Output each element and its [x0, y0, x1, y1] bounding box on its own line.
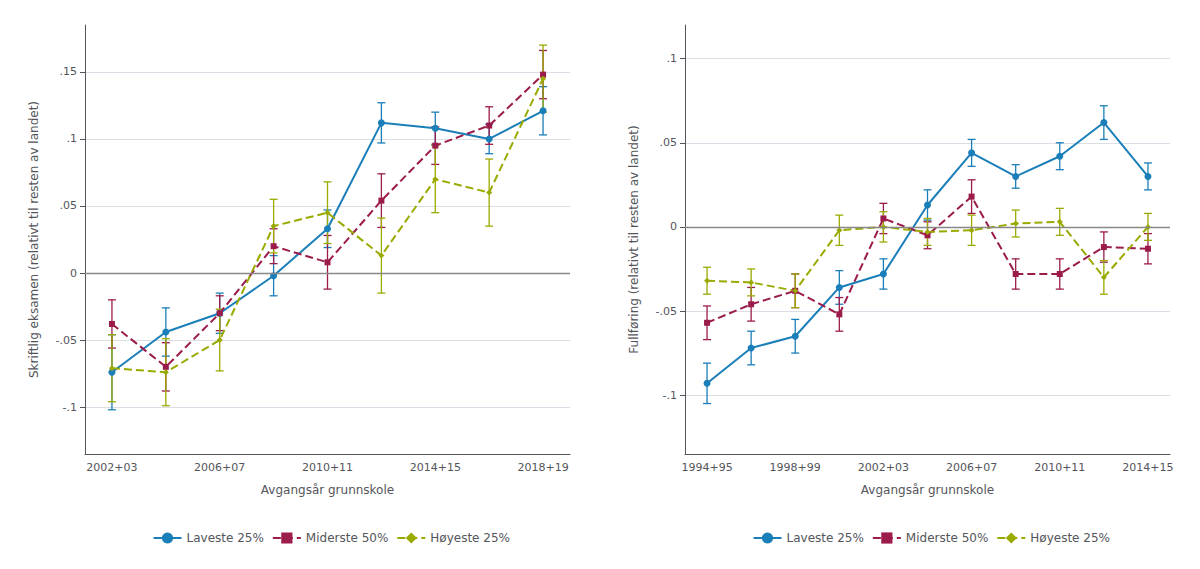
svg-text:Avgangsår grunnskole: Avgangsår grunnskole — [861, 483, 994, 497]
svg-text:Høyeste 25%: Høyeste 25% — [430, 531, 510, 545]
svg-text:Skriftlig eksamen (relativt ti: Skriftlig eksamen (relativt til resten a… — [27, 101, 41, 378]
svg-text:Miderste 50%: Miderste 50% — [306, 531, 388, 545]
svg-text:Fullføring (relativt til reste: Fullføring (relativt til resten av lande… — [627, 125, 641, 353]
svg-text:2010+11: 2010+11 — [1034, 461, 1085, 474]
svg-text:Laveste 25%: Laveste 25% — [187, 531, 264, 545]
svg-text:.1: .1 — [667, 52, 678, 65]
svg-text:2014+15: 2014+15 — [410, 461, 461, 474]
svg-text:-.1: -.1 — [63, 401, 77, 414]
svg-text:2014+15: 2014+15 — [1122, 461, 1173, 474]
svg-text:Laveste 25%: Laveste 25% — [787, 531, 864, 545]
svg-text:0: 0 — [670, 220, 677, 233]
svg-text:2006+07: 2006+07 — [194, 461, 245, 474]
svg-text:1994+95: 1994+95 — [681, 461, 732, 474]
svg-text:.05: .05 — [660, 136, 678, 149]
svg-text:-.1: -.1 — [663, 389, 677, 402]
svg-text:.05: .05 — [60, 199, 78, 212]
svg-text:2018+19: 2018+19 — [517, 461, 568, 474]
svg-text:Miderste 50%: Miderste 50% — [906, 531, 988, 545]
svg-text:2002+03: 2002+03 — [86, 461, 137, 474]
svg-text:Avgangsår grunnskole: Avgangsår grunnskole — [261, 483, 394, 497]
svg-text:.15: .15 — [60, 65, 78, 78]
svg-text:.1: .1 — [67, 132, 78, 145]
svg-text:2010+11: 2010+11 — [302, 461, 353, 474]
svg-text:2002+03: 2002+03 — [858, 461, 909, 474]
svg-text:-.05: -.05 — [56, 334, 77, 347]
svg-text:1998+99: 1998+99 — [770, 461, 821, 474]
svg-text:Høyeste 25%: Høyeste 25% — [1030, 531, 1110, 545]
svg-text:0: 0 — [70, 267, 77, 280]
svg-text:-.05: -.05 — [656, 305, 677, 318]
svg-text:2006+07: 2006+07 — [946, 461, 997, 474]
